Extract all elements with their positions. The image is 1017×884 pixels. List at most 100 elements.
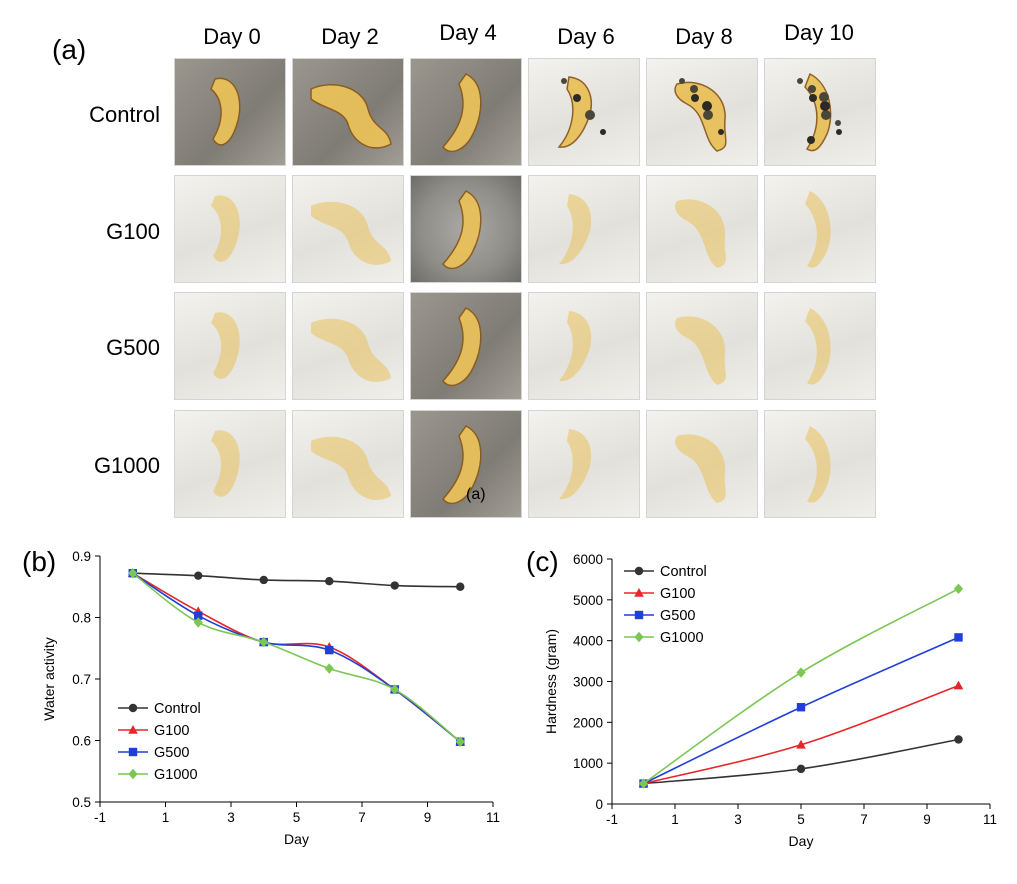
legend-marker-g1000 — [128, 768, 138, 780]
panel-b-label: (b) — [22, 546, 57, 577]
pineapple-slice-icon — [211, 312, 240, 379]
inline-panel-tag: (a) — [466, 486, 486, 503]
pineapple-slice-icon — [674, 78, 727, 152]
legend-label-g100: G100 — [154, 723, 189, 739]
legend-label-g1000: G1000 — [660, 630, 704, 646]
day-header-0: Day 0 — [203, 24, 261, 49]
data-point-control — [390, 581, 399, 590]
pineapple-slice-icon — [557, 76, 606, 148]
legend: Control G100 G500 G1000 — [118, 701, 201, 783]
series-g100 — [127, 568, 466, 746]
x-tick-label: 11 — [983, 812, 997, 827]
x-tick-label: 5 — [797, 812, 805, 827]
series-control — [128, 569, 465, 591]
legend-marker-g100 — [128, 725, 138, 734]
legend: Control G100 G500 G1000 — [624, 564, 707, 646]
sample-photo-g500-day2 — [292, 292, 404, 400]
sample-photo-g100-day8 — [646, 175, 758, 283]
pineapple-slice-icon — [442, 73, 482, 153]
legend-label-g500: G500 — [154, 745, 189, 761]
legend-label-control: Control — [154, 701, 201, 717]
panel-a-label: (a) — [52, 34, 87, 65]
y-tick-label: 6000 — [573, 552, 603, 567]
pineapple-slice-icon — [311, 201, 391, 265]
pineapple-slice-icon — [210, 77, 241, 146]
day-header-2: Day 2 — [321, 24, 379, 49]
day-header-4: Day 4 — [439, 20, 497, 45]
panel-c-label: (c) — [526, 546, 559, 577]
pineapple-slice-icon — [211, 195, 240, 262]
x-tick-label: -1 — [94, 810, 106, 825]
sample-photo-g500-day8 — [646, 292, 758, 400]
sample-photo-g1000-day0 — [174, 410, 286, 518]
x-tick-label: 1 — [671, 812, 679, 827]
data-point-g1000 — [953, 583, 964, 595]
row-label-control: Control — [89, 102, 160, 127]
x-axis-label: Day — [789, 833, 814, 849]
sample-photo-g500-day6 — [528, 292, 640, 400]
pineapple-slice-icon — [675, 316, 726, 385]
day-header-10: Day 10 — [784, 20, 854, 45]
data-point-control — [325, 577, 334, 586]
sample-photo-g500-day10 — [764, 292, 876, 400]
pineapple-slice-icon — [559, 311, 592, 382]
y-axis-label: Water activity — [41, 637, 57, 721]
day-header-8: Day 8 — [675, 24, 733, 49]
y-tick-label: 1000 — [573, 756, 603, 771]
data-point-g100 — [796, 739, 806, 749]
sample-photo-g100-day0 — [174, 175, 286, 283]
series-line-control — [132, 572, 461, 588]
x-tick-label: 5 — [293, 810, 301, 825]
sample-photo-control-day6 — [528, 58, 640, 166]
legend-marker-g500 — [634, 610, 644, 620]
sample-photo-g1000-day2 — [292, 410, 404, 518]
pineapple-slice-icon — [559, 194, 592, 265]
y-tick-label: 2000 — [573, 715, 603, 730]
day-header-6: Day 6 — [557, 24, 615, 49]
y-tick-label: 4000 — [573, 634, 603, 649]
sample-photo-control-day2 — [292, 58, 404, 166]
x-tick-label: 7 — [358, 810, 366, 825]
y-tick-label: 0.9 — [72, 549, 91, 564]
pineapple-slice-icon — [797, 72, 842, 152]
legend-marker-control — [128, 703, 138, 713]
hardness-chart: -1 1 3 5 7 9 11 0 1000 2000 3000 4000 5000 6000 Day Har… — [543, 552, 997, 849]
sample-photo-control-day10 — [764, 58, 876, 166]
x-tick-label: 3 — [227, 810, 235, 825]
legend-marker-g500 — [128, 747, 138, 757]
data-point-g500 — [954, 633, 963, 642]
y-tick-label: 0.5 — [72, 795, 91, 810]
y-tick-label: 0.7 — [72, 672, 91, 687]
pineapple-slice-icon — [442, 307, 482, 387]
water-activity-chart: -1 1 3 5 7 9 11 0.5 0.6 0.7 0.8 0.9 Day Water activit… — [41, 549, 500, 847]
y-axis-label: Hardness (gram) — [543, 629, 559, 734]
y-tick-label: 3000 — [573, 675, 603, 690]
pineapple-slice-icon — [805, 191, 831, 268]
data-point-g500 — [325, 645, 334, 655]
legend-label-control: Control — [660, 564, 707, 580]
data-point-g500 — [194, 611, 203, 620]
sample-photo-control-day8 — [646, 58, 758, 166]
data-point-control — [796, 764, 806, 774]
pineapple-slice-icon — [805, 308, 831, 385]
sample-photo-g1000-day4 — [410, 410, 522, 518]
pineapple-slice-icon — [211, 430, 240, 497]
pineapple-slice-icon — [805, 426, 831, 503]
series-g500 — [639, 633, 963, 788]
series-line-g1000 — [132, 572, 461, 743]
x-tick-label: 1 — [162, 810, 170, 825]
sample-photo-g100-day4 — [410, 175, 522, 283]
sample-photo-g500-day0 — [174, 292, 286, 400]
series-g500 — [128, 569, 465, 746]
data-point-g1000 — [324, 663, 334, 674]
legend-marker-g100 — [634, 588, 644, 597]
x-tick-label: 9 — [424, 810, 432, 825]
x-axis-label: Day — [284, 831, 309, 847]
pineapple-slice-icon — [675, 199, 726, 268]
y-tick-label: 0.6 — [72, 734, 91, 749]
pineapple-slice-icon — [675, 434, 726, 503]
sample-photo-g1000-day8 — [646, 410, 758, 518]
data-point-control — [194, 571, 203, 580]
data-point-g1000 — [259, 636, 269, 648]
pineapple-slice-icon — [310, 84, 392, 149]
